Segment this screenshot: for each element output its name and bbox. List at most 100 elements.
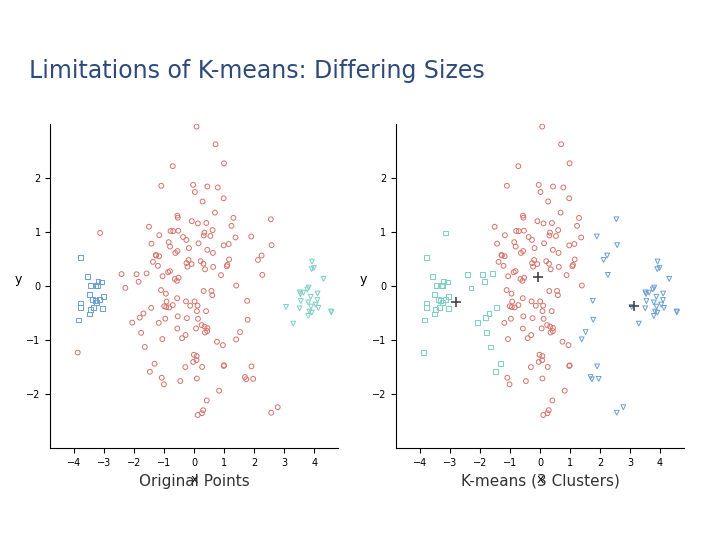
- Point: [545, 265, 557, 274]
- Point: [199, 322, 210, 331]
- Point: [495, 251, 507, 259]
- Point: [569, 255, 580, 264]
- Point: [256, 271, 268, 279]
- Point: [555, 208, 567, 217]
- Point: [75, 299, 86, 307]
- Point: [657, 296, 669, 305]
- Point: [553, 32, 564, 41]
- Point: [640, 290, 652, 299]
- Point: [84, 309, 95, 318]
- Point: [173, 273, 184, 282]
- Point: [191, 352, 202, 360]
- Point: [504, 380, 516, 389]
- Point: [503, 272, 514, 281]
- Point: [536, 324, 547, 333]
- Point: [563, 341, 575, 349]
- Point: [567, 262, 578, 271]
- Point: [437, 281, 449, 290]
- Point: [120, 284, 131, 292]
- Point: [230, 281, 242, 290]
- Point: [503, 335, 514, 343]
- Point: [163, 238, 174, 246]
- Point: [483, 309, 495, 318]
- Point: [305, 293, 317, 301]
- Point: [542, 362, 554, 371]
- Point: [139, 343, 150, 352]
- Point: [157, 272, 168, 281]
- Point: [162, 268, 174, 276]
- Point: [439, 295, 451, 304]
- Point: [525, 106, 536, 114]
- Point: [143, 222, 155, 231]
- Point: [481, 328, 492, 337]
- Point: [174, 377, 186, 386]
- Point: [508, 238, 520, 246]
- Point: [499, 231, 510, 240]
- Point: [429, 291, 441, 299]
- Point: [131, 270, 143, 279]
- Point: [187, 357, 199, 366]
- Point: [272, 403, 284, 411]
- Point: [207, 291, 218, 300]
- Point: [477, 270, 488, 279]
- Point: [172, 247, 184, 255]
- Point: [513, 162, 524, 171]
- Point: [508, 268, 519, 276]
- Point: [557, 183, 569, 192]
- Point: [564, 241, 575, 249]
- Point: [94, 228, 106, 237]
- Point: [649, 307, 661, 316]
- Point: [633, 319, 644, 328]
- Point: [626, 302, 637, 311]
- Point: [297, 288, 309, 297]
- Point: [181, 235, 192, 244]
- Point: [294, 290, 306, 299]
- Point: [420, 253, 432, 262]
- Point: [505, 289, 517, 298]
- Point: [671, 308, 683, 316]
- Point: [75, 253, 86, 262]
- Point: [239, 373, 251, 381]
- Point: [517, 294, 528, 302]
- Point: [611, 408, 623, 417]
- Point: [538, 219, 549, 228]
- Point: [593, 375, 605, 383]
- Point: [90, 281, 102, 289]
- Point: [230, 233, 241, 242]
- Point: [504, 302, 516, 310]
- Point: [611, 215, 622, 224]
- Point: [280, 302, 292, 311]
- Point: [492, 258, 504, 266]
- Point: [518, 247, 529, 255]
- Point: [567, 261, 579, 269]
- Point: [518, 226, 530, 235]
- Point: [221, 262, 233, 271]
- Point: [240, 375, 252, 383]
- Point: [546, 396, 558, 405]
- Point: [543, 406, 554, 415]
- Point: [517, 211, 528, 220]
- Point: [150, 251, 161, 259]
- Point: [652, 257, 663, 266]
- Point: [207, 226, 218, 234]
- Point: [441, 278, 453, 286]
- Point: [171, 276, 183, 285]
- Point: [572, 221, 583, 230]
- Point: [167, 301, 179, 309]
- Point: [156, 181, 167, 190]
- Point: [189, 188, 201, 197]
- Point: [649, 284, 660, 292]
- Point: [618, 403, 629, 411]
- Point: [555, 140, 567, 149]
- Point: [591, 232, 603, 241]
- Point: [184, 301, 196, 310]
- Point: [223, 240, 235, 248]
- Point: [663, 274, 675, 283]
- Point: [302, 298, 314, 307]
- Point: [218, 241, 230, 249]
- Point: [639, 304, 651, 313]
- Point: [547, 327, 559, 335]
- Point: [564, 361, 575, 370]
- Point: [202, 323, 213, 332]
- Point: [325, 307, 337, 316]
